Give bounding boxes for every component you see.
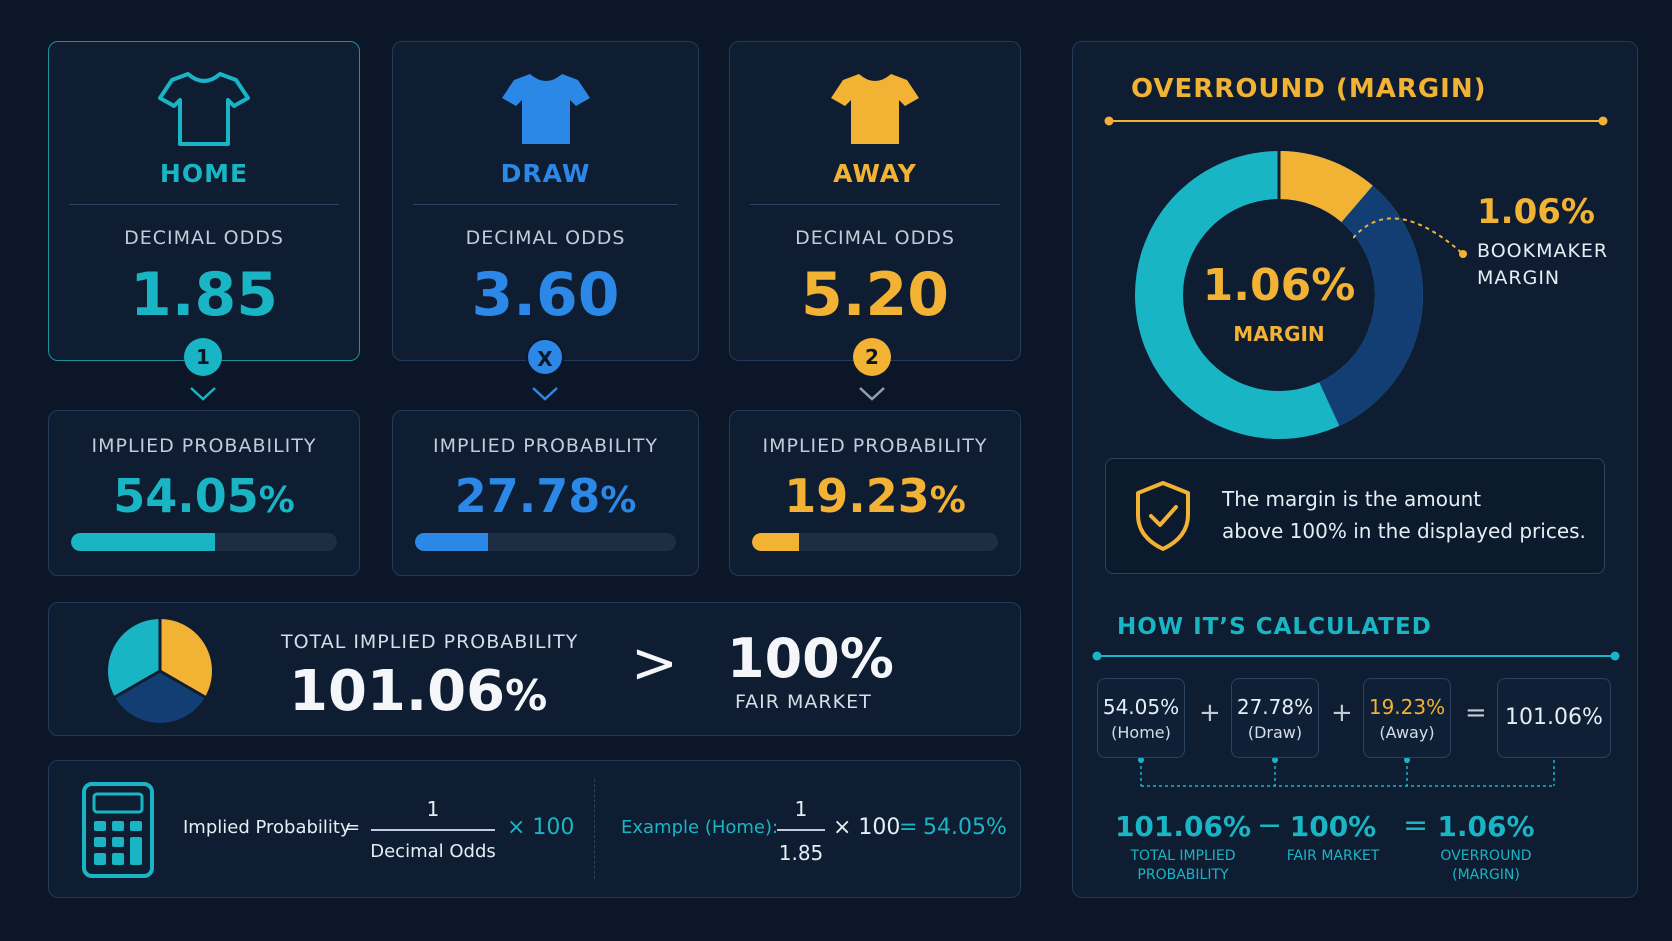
example-times: × 100	[833, 815, 901, 840]
example-equals: =	[899, 815, 918, 840]
donut-center-value: 1.06%	[1202, 260, 1356, 311]
formula-denominator: Decimal Odds	[370, 841, 496, 862]
fraction-bar	[777, 829, 825, 831]
outcome-name: HOME	[159, 159, 249, 188]
calc-box-home: 54.05% (Home)	[1097, 678, 1185, 758]
margin-info-box: The margin is the amount above 100% in t…	[1105, 458, 1605, 574]
overround-title: OVERROUND (MARGIN)	[1131, 74, 1487, 104]
callout-connector	[1353, 217, 1467, 258]
probability-bar-fill	[752, 533, 800, 551]
callout-value: 1.06%	[1477, 192, 1595, 232]
home-probability-card: IMPLIED PROBABILITY 54.05%	[48, 410, 360, 576]
plus-sign: +	[1199, 698, 1221, 728]
bottom-margin-value: 1.06%	[1437, 810, 1535, 843]
plus-sign: +	[1331, 698, 1353, 728]
equals-sign: =	[1465, 698, 1487, 728]
formula-equals: =	[345, 817, 361, 838]
draw-probability-card: IMPLIED PROBABILITY 27.78%	[392, 410, 699, 576]
info-line-1: The margin is the amount	[1222, 487, 1482, 511]
outcome-name: AWAY	[833, 159, 917, 188]
bottom-equals-sign: =	[1403, 808, 1429, 843]
tshirt-icon	[158, 72, 250, 146]
formula-lhs: Implied Probability	[183, 817, 351, 838]
implied-probability-value: 19.23%	[784, 469, 966, 523]
formula-panel: Implied Probability = 1 Decimal Odds × 1…	[48, 760, 1021, 898]
donut-center-label: MARGIN	[1233, 322, 1325, 346]
callout-label-line1: BOOKMAKER	[1477, 240, 1609, 262]
donut-chart-icon	[1135, 151, 1423, 439]
draw-odds-card: DRAW DECIMAL ODDS 3.60	[392, 41, 699, 361]
divider	[413, 204, 678, 205]
calculator-icon	[82, 782, 154, 878]
probability-bar-fill	[415, 533, 488, 551]
fraction-bar	[371, 829, 495, 831]
formula-numerator: 1	[426, 797, 440, 821]
bottom-total-label2: PROBABILITY	[1137, 867, 1229, 883]
tshirt-icon	[831, 74, 919, 144]
example-label: Example (Home):	[621, 817, 779, 838]
probability-bar	[71, 533, 337, 551]
decimal-odds-value: 3.60	[471, 260, 620, 330]
info-line-2: above 100% in the displayed prices.	[1222, 519, 1586, 543]
bottom-total-label1: TOTAL IMPLIED	[1130, 848, 1236, 864]
total-implied-probability-label: TOTAL IMPLIED PROBABILITY	[281, 631, 579, 653]
outcome-badge-away: 2	[853, 338, 891, 376]
outcome-badge-draw: X	[526, 338, 564, 376]
bottom-total-value: 101.06%	[1114, 810, 1252, 843]
implied-probability-label: IMPLIED PROBABILITY	[432, 435, 658, 457]
title-underline	[1104, 116, 1608, 126]
example-numerator: 1	[794, 797, 808, 821]
calc-box-draw: 27.78% (Draw)	[1231, 678, 1319, 758]
how-calculated-title: HOW IT’S CALCULATED	[1117, 614, 1432, 640]
callout-label-line2: MARGIN	[1477, 267, 1561, 289]
calc-box-total: 101.06%	[1497, 678, 1611, 758]
fair-market-value: 100%	[727, 627, 894, 690]
probability-bar-fill	[71, 533, 215, 551]
example-denominator: 1.85	[778, 841, 824, 865]
chevron-down-icon	[859, 387, 885, 401]
implied-probability-label: IMPLIED PROBABILITY	[91, 435, 317, 457]
away-probability-card: IMPLIED PROBABILITY 19.23%	[729, 410, 1021, 576]
decimal-odds-label: DECIMAL ODDS	[124, 227, 284, 249]
shield-check-icon	[1136, 481, 1190, 551]
pie-chart-icon	[108, 619, 212, 723]
decimal-odds-value: 5.20	[800, 260, 950, 330]
implied-probability-label: IMPLIED PROBABILITY	[762, 435, 988, 457]
fair-market-label: FAIR MARKET	[735, 691, 872, 713]
example-result: 54.05%	[923, 815, 1007, 840]
chevron-down-icon	[190, 387, 216, 401]
outcome-name: DRAW	[500, 159, 591, 188]
decimal-odds-label: DECIMAL ODDS	[795, 227, 955, 249]
decimal-odds-label: DECIMAL ODDS	[465, 227, 626, 249]
bottom-fair-value: 100%	[1289, 810, 1377, 843]
away-odds-card: AWAY DECIMAL ODDS 5.20	[729, 41, 1021, 361]
bottom-margin-label1: OVERROUND	[1440, 848, 1532, 864]
tshirt-icon	[501, 74, 590, 144]
implied-probability-value: 27.78%	[454, 469, 637, 523]
bottom-margin-label2: (MARGIN)	[1452, 867, 1520, 883]
total-implied-probability-panel: TOTAL IMPLIED PROBABILITY 101.06% > 100%…	[48, 602, 1021, 736]
total-implied-probability-value: 101.06%	[289, 659, 548, 724]
probability-bar	[752, 533, 998, 551]
outcome-badge-home: 1	[184, 338, 222, 376]
calc-underline	[1092, 651, 1620, 661]
calc-connector-lines	[1138, 758, 1555, 787]
home-odds-card: HOME DECIMAL ODDS 1.85	[48, 41, 360, 361]
decimal-odds-value: 1.85	[129, 260, 279, 330]
overround-panel: OVERROUND (MARGIN) 1.06% MARGIN 1.06% BO…	[1072, 41, 1638, 898]
divider	[69, 204, 339, 205]
formula-separator	[594, 779, 595, 879]
implied-probability-value: 54.05%	[113, 469, 295, 523]
bottom-fair-label: FAIR MARKET	[1286, 848, 1380, 864]
divider	[750, 204, 1000, 205]
probability-bar	[415, 533, 676, 551]
greater-than-sign: >	[631, 631, 678, 696]
formula-times: × 100	[507, 815, 575, 840]
chevron-down-icon	[532, 387, 558, 401]
calc-box-away: 19.23% (Away)	[1363, 678, 1451, 758]
minus-sign: −	[1257, 808, 1283, 843]
